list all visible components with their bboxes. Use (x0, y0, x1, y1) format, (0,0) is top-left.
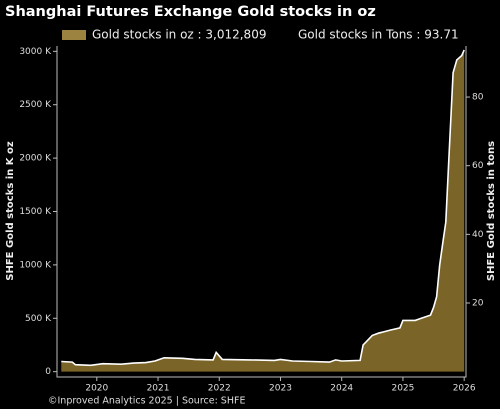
y-axis-label: SHFE Gold stocks in K oz (5, 141, 16, 281)
legend-entry: Gold stocks in Tons : 93.71 (298, 28, 459, 42)
y-tick-label: 2000 K (19, 154, 52, 164)
x-tick-label: 2023 (269, 384, 292, 394)
y2-axis-label: SHFE Gold stocks in tons (486, 141, 497, 281)
y-tick-label: 1000 K (19, 260, 52, 270)
y2-tick-label: 60 (472, 161, 484, 171)
x-tick-label: 2020 (85, 384, 108, 394)
x-tick-label: 2026 (453, 384, 476, 394)
x-tick-label: 2025 (391, 384, 414, 394)
legend-entry: Gold stocks in oz : 3,012,809 (92, 28, 266, 42)
y-tick-label: 2500 K (19, 100, 52, 110)
x-tick-label: 2024 (330, 384, 353, 394)
x-tick-label: 2021 (147, 384, 170, 394)
y2-tick-label: 40 (472, 230, 484, 240)
y-tick-label: 3000 K (19, 47, 52, 57)
y-tick-label: 0 (45, 367, 51, 377)
y-tick-label: 1500 K (19, 207, 52, 217)
y-tick-label: 500 K (25, 314, 52, 324)
area (61, 50, 465, 372)
legend-swatch (62, 30, 86, 40)
chart-title: Shanghai Futures Exchange Gold stocks in… (5, 4, 376, 20)
footer: ©Inproved Analytics 2025 | Source: SHFE (48, 396, 245, 407)
x-tick-label: 2022 (208, 384, 231, 394)
y2-tick-label: 80 (472, 93, 484, 103)
line (61, 49, 465, 367)
y2-tick-label: 20 (472, 299, 484, 309)
